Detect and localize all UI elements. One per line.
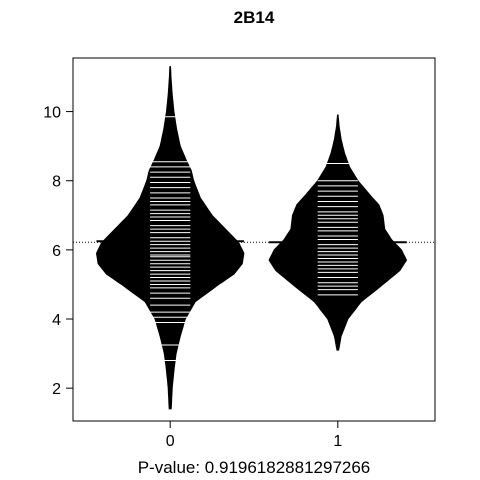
- p-value-label: P-value: 0.9196182881297266: [138, 458, 371, 477]
- y-tick-label: 8: [52, 174, 61, 191]
- axes: 2 4 6 8 10 0 1: [43, 57, 436, 450]
- plot-area: [73, 66, 435, 410]
- x-tick-label: 0: [166, 433, 175, 450]
- chart-title: 2B14: [234, 8, 275, 27]
- plot-frame: [72, 57, 436, 422]
- y-tick-label: 4: [52, 312, 61, 329]
- y-tick-label: 2: [52, 381, 61, 398]
- y-tick-label: 10: [43, 105, 61, 122]
- bean-shape-group-1: [268, 114, 408, 351]
- x-tick-label: 1: [333, 433, 342, 450]
- y-tick-label: 6: [52, 243, 61, 260]
